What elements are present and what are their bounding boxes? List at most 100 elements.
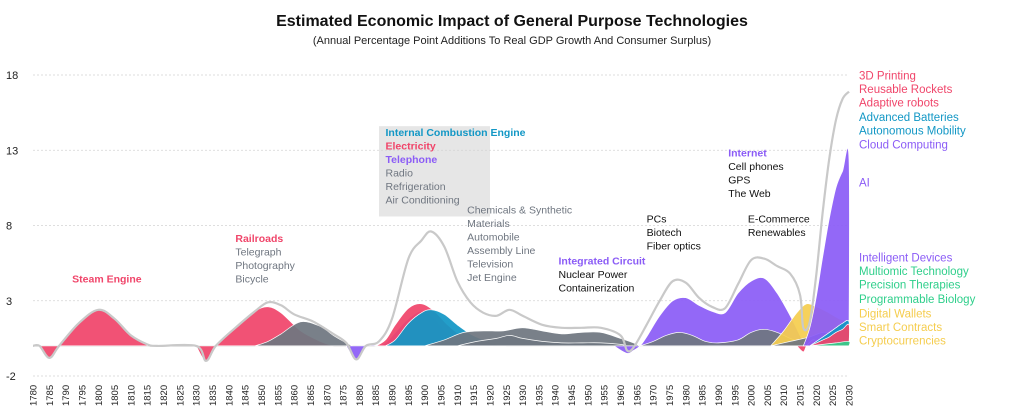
x-tick-label: 1855 <box>273 385 284 406</box>
series-area-red <box>809 323 850 347</box>
annotation-label: Biotech <box>647 227 682 239</box>
y-tick-label: -2 <box>6 371 16 383</box>
annotation-label: Electricity <box>386 140 436 152</box>
technology-label: Intelligent Devices <box>859 253 953 265</box>
x-tick-label: 1820 <box>159 385 170 406</box>
x-tick-label: 1850 <box>257 385 268 406</box>
technology-label: Precision Therapies <box>859 280 961 292</box>
x-tick-label: 1890 <box>388 385 399 406</box>
annotation-label: Automobile <box>467 232 520 244</box>
x-tick-label: 1795 <box>77 385 88 406</box>
technology-label: Advanced Batteries <box>859 112 959 124</box>
area-series-layer <box>38 148 851 362</box>
annotation-label: Chemicals & Synthetic <box>467 204 572 216</box>
x-tick-label: 1955 <box>600 385 611 406</box>
technology-label: Smart Contracts <box>859 322 942 334</box>
series-area-red <box>38 309 158 359</box>
annotation-label: Jet Engine <box>467 272 517 284</box>
x-tick-label: 2015 <box>796 385 807 406</box>
technology-label: Programmable Biology <box>859 294 976 306</box>
annotation-label: Telegraph <box>235 247 281 259</box>
x-tick-label: 1805 <box>110 385 121 406</box>
total-outline <box>32 90 850 362</box>
x-tick-label: 1910 <box>453 385 464 406</box>
x-tick-label: 1815 <box>143 385 154 406</box>
technology-label: Autonomous Mobility <box>859 125 966 137</box>
annotation-label: Radio <box>386 168 414 180</box>
technology-label: Adaptive robots <box>859 98 939 110</box>
x-tick-label: 1990 <box>714 385 725 406</box>
technology-label: Multiomic Technology <box>859 266 969 278</box>
x-tick-label: 1985 <box>698 385 709 406</box>
annotation-label: Nuclear Power <box>559 269 628 281</box>
annotation-label: Materials <box>467 218 510 230</box>
annotation-label: The Web <box>728 188 771 200</box>
total-outline-layer <box>32 90 850 362</box>
x-tick-label: 2025 <box>828 385 839 406</box>
annotation-label: Integrated Circuit <box>559 256 646 268</box>
x-tick-label: 1870 <box>322 385 333 406</box>
x-tick-label: 1800 <box>94 385 105 406</box>
x-tick-label: 1830 <box>192 385 203 406</box>
y-axis: -2 3 8 13 18 <box>6 70 18 383</box>
x-tick-label: 1865 <box>306 385 317 406</box>
x-tick-label: 1875 <box>339 385 350 406</box>
y-tick-label: 3 <box>6 296 12 308</box>
x-tick-label: 1970 <box>649 385 660 406</box>
technology-label: Cryptocurrencies <box>859 335 946 347</box>
x-tick-label: 1905 <box>437 385 448 406</box>
x-tick-label: 1960 <box>616 385 627 406</box>
highlight-box-layer <box>378 126 490 217</box>
technology-label: AI <box>859 177 870 189</box>
technology-label: Cloud Computing <box>859 140 948 152</box>
x-tick-label: 1885 <box>371 385 382 406</box>
annotation-label: Internal Combustion Engine <box>386 127 526 139</box>
annotation-label: Air Conditioning <box>386 195 460 207</box>
annotation-label: Fiber optics <box>647 241 701 253</box>
annotation-label: PCs <box>647 213 667 225</box>
x-tick-label: 1935 <box>534 385 545 406</box>
x-tick-label: 1965 <box>632 385 643 406</box>
x-tick-label: 2005 <box>763 385 774 406</box>
x-tick-label: 1925 <box>502 385 513 406</box>
technology-label: 3D Printing <box>859 71 916 83</box>
x-tick-label: 1930 <box>518 385 529 406</box>
x-tick-label: 1810 <box>126 385 137 406</box>
annotation-label: Photography <box>235 260 295 272</box>
annotation-label: Internet <box>728 147 767 159</box>
annotation-label: Telephone <box>386 154 438 166</box>
annotation-label: Renewables <box>748 227 806 239</box>
annotation-label: Television <box>467 259 513 271</box>
y-tick-label: 18 <box>6 70 18 82</box>
x-tick-label: 1920 <box>485 385 496 406</box>
x-tick-label: 1915 <box>469 385 480 406</box>
x-tick-label: 1980 <box>681 385 692 406</box>
x-tick-label: 1895 <box>404 385 415 406</box>
annotation-label: Containerization <box>559 283 635 295</box>
x-tick-label: 1900 <box>420 385 431 406</box>
annotation-label: Railroads <box>235 233 283 245</box>
x-tick-label: 1975 <box>665 385 676 406</box>
x-tick-label: 1780 <box>29 385 40 406</box>
x-tick-label: 2000 <box>747 385 758 406</box>
annotation-label: Steam Engine <box>72 274 142 286</box>
x-axis: 1780 1785 1790 1795 1800 1805 1810 1815 1820 1825… <box>29 385 856 406</box>
series-area-gray <box>457 335 628 347</box>
x-tick-label: 1860 <box>290 385 301 406</box>
x-tick-label: 1940 <box>551 385 562 406</box>
highlight-box <box>378 126 490 217</box>
annotation-label: E-Commerce <box>748 213 810 225</box>
x-tick-label: 1790 <box>61 385 72 406</box>
x-tick-label: 1845 <box>241 385 252 406</box>
annotation-label: GPS <box>728 174 750 186</box>
x-tick-label: 1835 <box>208 385 219 406</box>
annotation-label: Cell phones <box>728 161 783 173</box>
series-area-green <box>809 340 851 347</box>
technology-label: Digital Wallets <box>859 308 932 320</box>
x-tick-label: 1785 <box>45 385 56 406</box>
annotation-label: Assembly Line <box>467 245 535 257</box>
x-tick-label: 1950 <box>583 385 594 406</box>
technology-label: Reusable Rockets <box>859 84 953 96</box>
